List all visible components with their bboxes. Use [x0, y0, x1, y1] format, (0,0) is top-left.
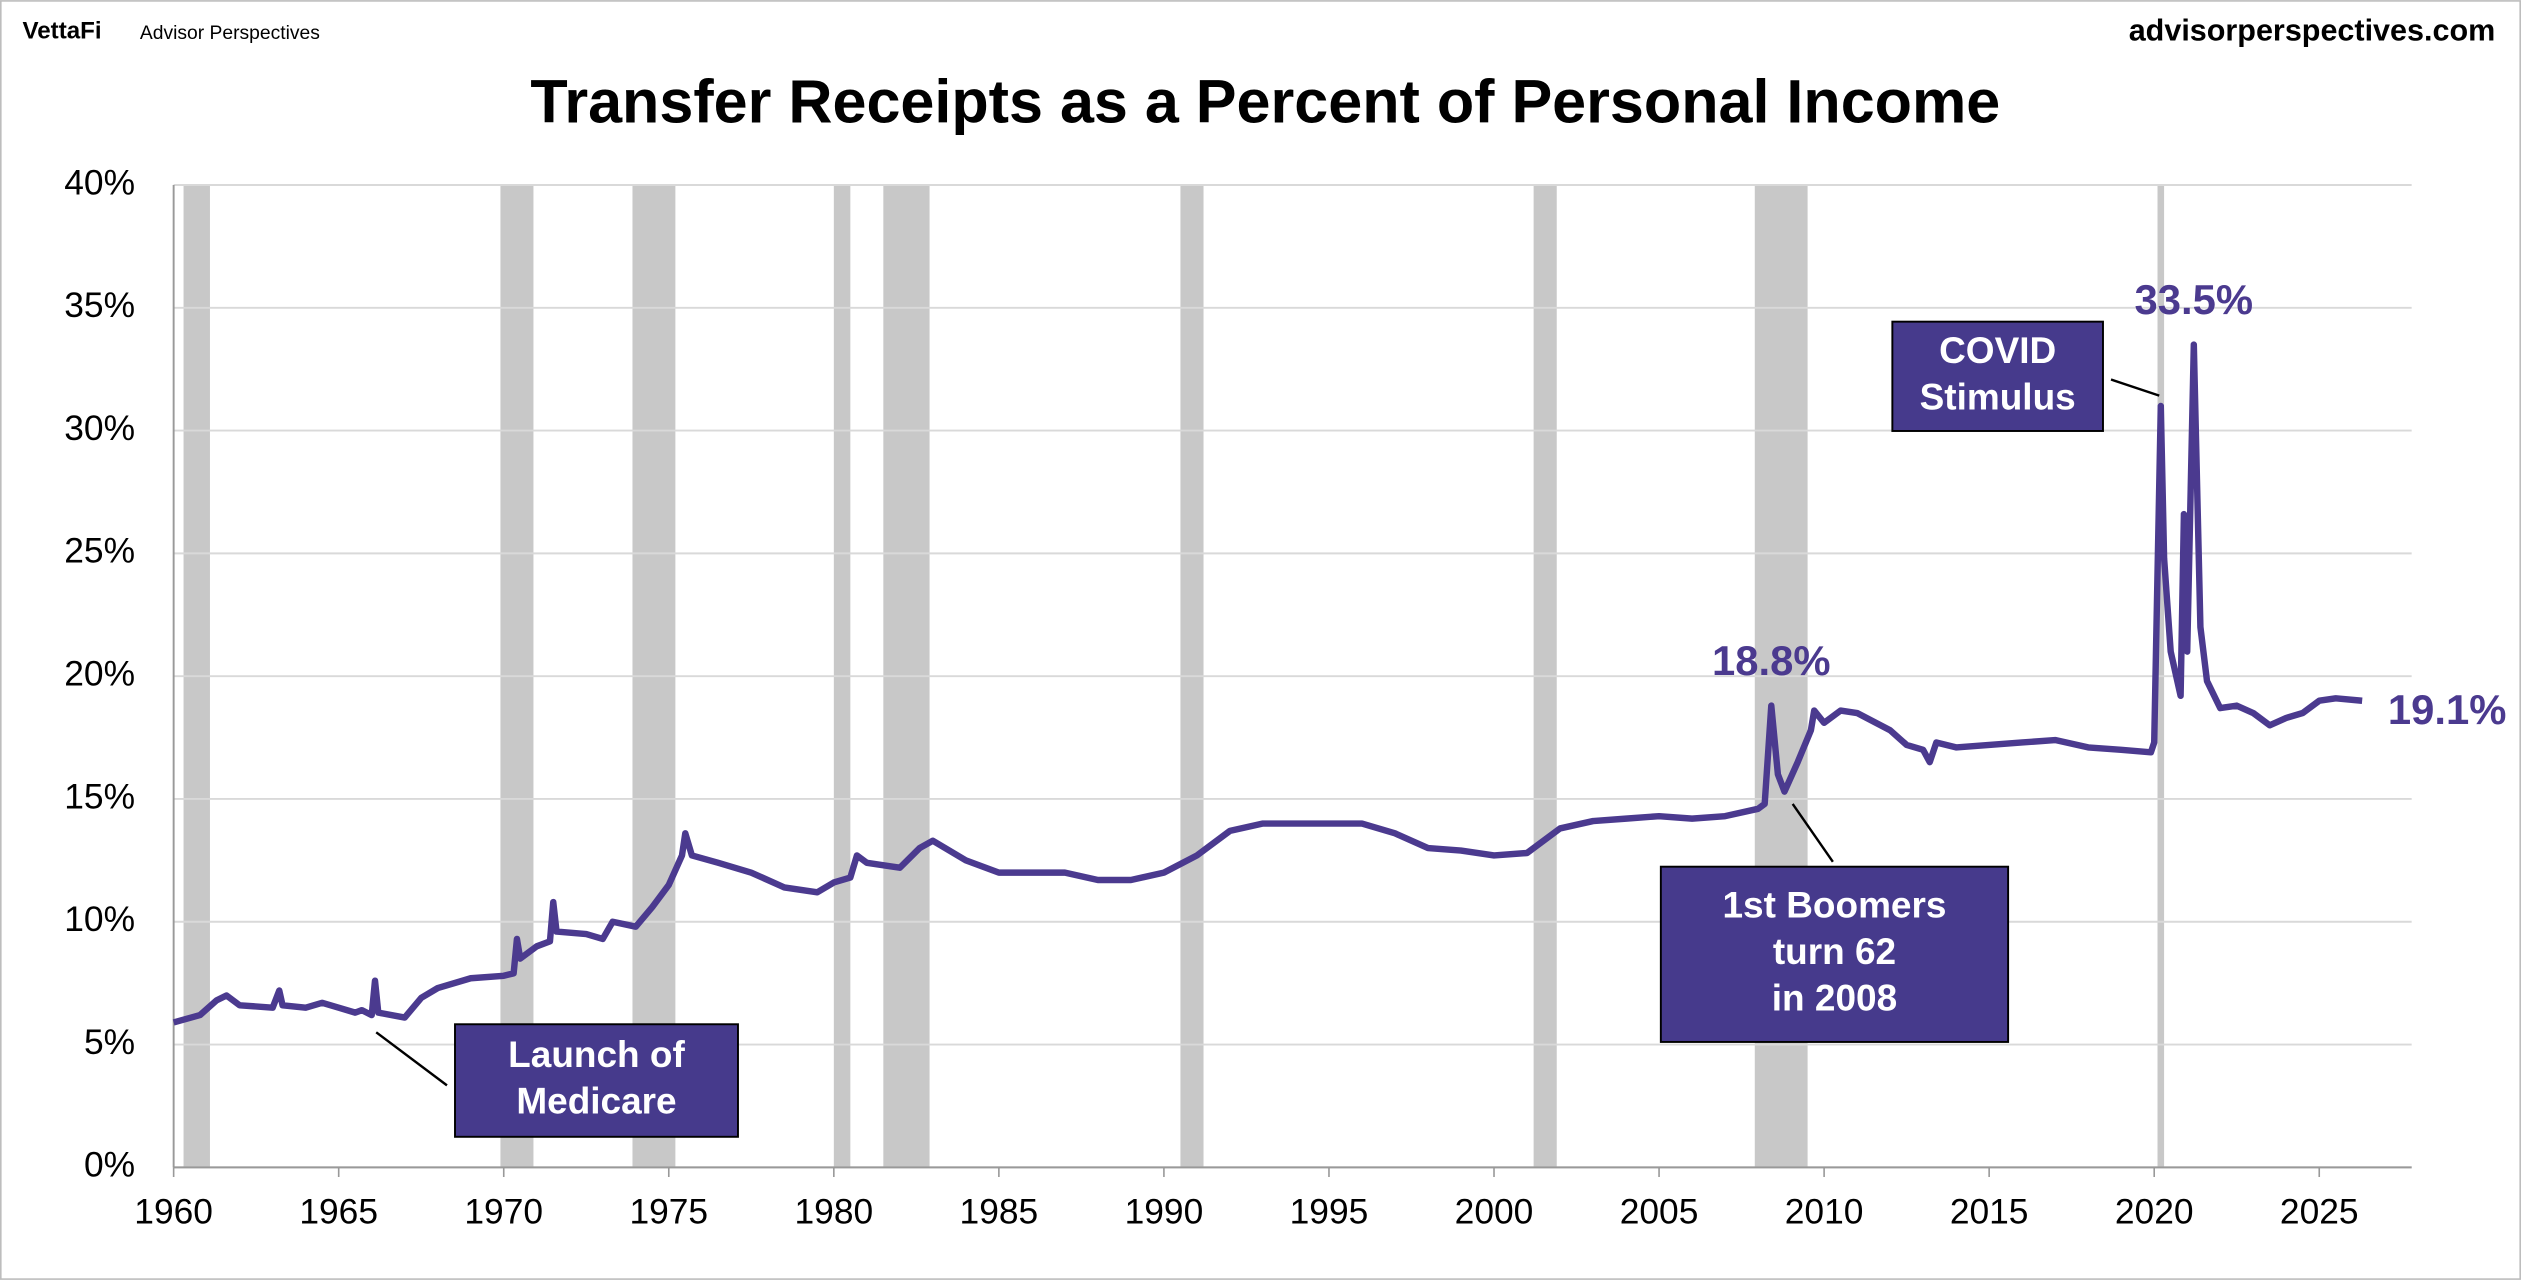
series-line	[172, 341, 2363, 1026]
peak-label: 19.1%	[2388, 686, 2507, 733]
x-tick-label: 1965	[299, 1192, 378, 1231]
annotation-text: 1st Boomers	[1723, 884, 1947, 925]
y-tick-label: 40%	[64, 163, 135, 202]
y-tick-label: 5%	[84, 1023, 135, 1062]
peak-label: 33.5%	[2135, 276, 2254, 323]
x-tick-label: 2025	[2280, 1192, 2359, 1231]
annotation-box	[1891, 320, 2104, 432]
annotation-box	[454, 1023, 739, 1138]
x-tick-label: 1985	[960, 1192, 1039, 1231]
y-tick-label: 30%	[64, 409, 135, 448]
annotation-box	[1659, 865, 2010, 1043]
y-tick-label: 15%	[64, 777, 135, 816]
lines	[172, 341, 2363, 1026]
x-tick-label: 2000	[1455, 1192, 1534, 1231]
annotation-text: Medicare	[516, 1081, 676, 1122]
annotation-text: turn 62	[1773, 931, 1896, 972]
x-tick-label: 2020	[2115, 1192, 2194, 1231]
x-tick-label: 2005	[1620, 1192, 1699, 1231]
site: advisorperspectives.com	[2129, 13, 2496, 47]
y-tick-label: 10%	[64, 900, 135, 939]
annotation-text: Launch of	[508, 1034, 685, 1075]
y-tick-label: 35%	[64, 286, 135, 325]
annotation-text: in 2008	[1772, 978, 1897, 1019]
peak-label: 18.8%	[1712, 637, 1831, 684]
x-tick-label: 1960	[134, 1192, 213, 1231]
y-tick-label: 20%	[64, 655, 135, 694]
y-tick-label: 25%	[64, 532, 135, 571]
leader-line	[2110, 378, 2160, 397]
x-tick-label: 2010	[1785, 1192, 1864, 1231]
annotation-text: Stimulus	[1920, 376, 2076, 417]
x-tick-label: 1995	[1290, 1192, 1369, 1231]
logo: VettaFi	[23, 18, 102, 45]
x-tick-label: 1975	[629, 1192, 708, 1231]
chart-title: Transfer Receipts as a Percent of Person…	[530, 67, 2000, 135]
leader-line	[1791, 803, 1834, 863]
x-tick-label: 2015	[1950, 1192, 2029, 1231]
y-tick-label: 0%	[84, 1146, 135, 1185]
x-tick-label: 1990	[1125, 1192, 1204, 1231]
annotations: 18.8% 33.5% 19.1% Launch of Medicare 1st Boom…	[375, 276, 2507, 1138]
annotation-text: COVID	[1939, 330, 2056, 371]
brand-name: Advisor Perspectives	[140, 23, 320, 44]
x-tick-label: 1970	[464, 1192, 543, 1231]
x-tick-label: 1980	[794, 1192, 873, 1231]
leader-line	[375, 1031, 448, 1087]
